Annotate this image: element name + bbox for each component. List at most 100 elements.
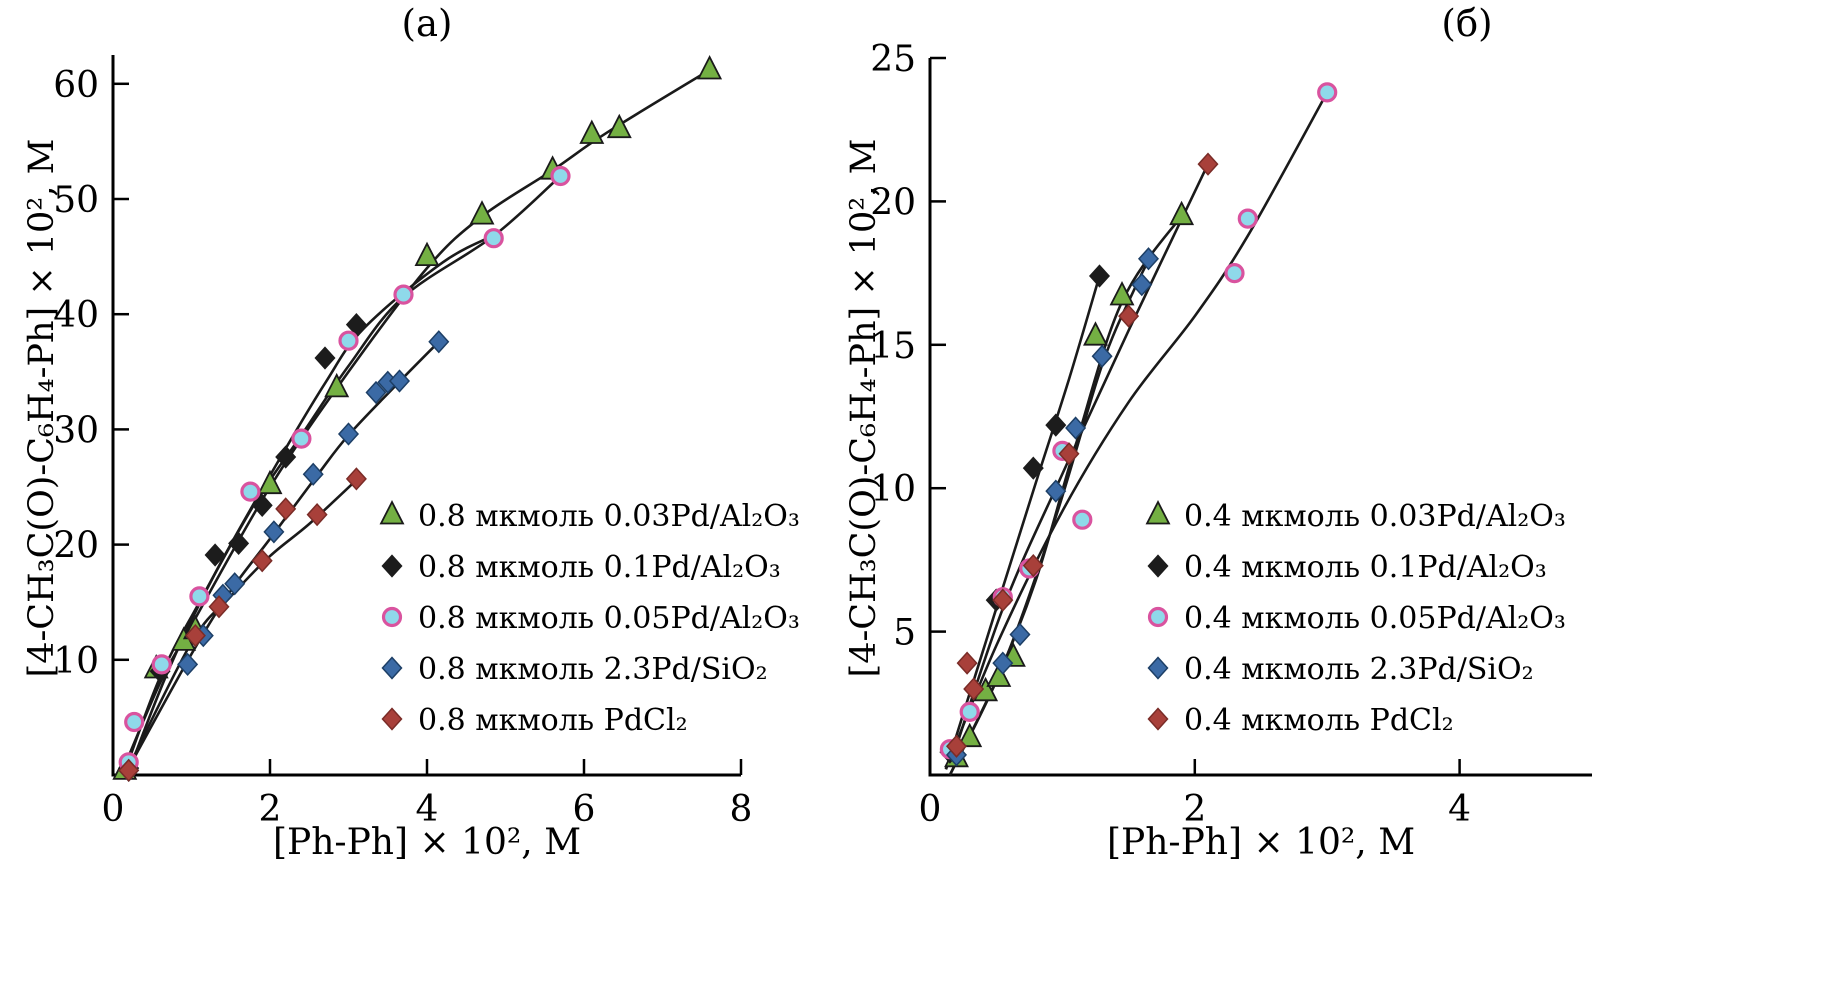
data-point-marker: [606, 113, 632, 139]
data-point-marker: [1197, 152, 1219, 176]
data-point-marker: [337, 422, 360, 446]
y-tick-label: 30: [53, 410, 99, 451]
data-point-marker: [1072, 509, 1093, 530]
legend-label: 0.8 мкмоль 0.03Pd/Al₂O₃: [418, 499, 800, 534]
data-point-marker: [1088, 264, 1111, 288]
data-point-marker: [959, 701, 980, 723]
data-point-marker: [697, 55, 723, 80]
data-point-marker: [945, 734, 968, 758]
chart-panel-a: (а) [4-CH₃C(O)-C₆H₄-Ph] × 10², М 0 2 4 6 8 10…: [0, 0, 840, 998]
x-tick-label: 0: [102, 789, 125, 830]
legend-label: 0.4 мкмоль 2.3Pd/SiO₂: [1184, 652, 1534, 687]
data-point-marker: [388, 369, 411, 393]
data-point-marker: [992, 651, 1014, 675]
fit-curve: [944, 275, 1101, 770]
data-point-marker: [1083, 321, 1108, 346]
legend-label: 0.8 мкмоль 0.05Pd/Al₂O₃: [418, 601, 800, 636]
y-tick-label: 15: [870, 326, 916, 367]
panel-a-x-axis-label: [Ph-Ph] × 10², М: [272, 822, 582, 863]
data-point-marker: [1058, 442, 1080, 466]
data-point-marker: [1137, 247, 1160, 271]
panel-a-plot-canvas: 0 2 4 6 8 10 20 30 40 50 60 0.8 мкмоль 0.03Pd/Al₂O₃…: [53, 55, 800, 830]
data-point-marker: [1169, 200, 1195, 226]
panel-b-title: (б): [1441, 2, 1493, 45]
legend-label: 0.8 мкмоль 0.1Pd/Al₂O₃: [418, 550, 781, 585]
chart-panel-b: (б) [4-CH₃C(O)-C₆H₄-Ph] × 10², М 0 2 4 5 10 1…: [840, 0, 1840, 998]
y-tick-label: 60: [53, 65, 99, 106]
data-point-marker: [151, 654, 172, 675]
legend-marker-icon: [381, 554, 403, 578]
data-point-marker: [228, 531, 250, 556]
panel-b-x-axis-label: [Ph-Ph] × 10², М: [1106, 822, 1416, 863]
data-point-marker: [1009, 622, 1031, 647]
data-point-marker: [469, 200, 495, 225]
legend-item: 0.4 мкмоль 0.1Pd/Al₂O₃: [1147, 550, 1547, 585]
legend-item: 0.8 мкмоль PdCl₂: [381, 703, 688, 738]
legend-item: 0.8 мкмоль 2.3Pd/SiO₂: [381, 652, 768, 687]
data-point-marker: [302, 462, 324, 486]
legend-marker-icon: [1145, 500, 1171, 525]
x-tick-label: 4: [1448, 789, 1471, 830]
legend: 0.8 мкмоль 0.03Pd/Al₂O₃ 0.8 мкмоль 0.1Pd/…: [379, 499, 800, 738]
data-point-marker: [240, 481, 261, 502]
data-point-marker: [257, 469, 283, 495]
legend-label: 0.4 мкмоль 0.03Pd/Al₂O₃: [1184, 499, 1566, 534]
y-tick-label: 10: [870, 469, 916, 510]
y-tick-label: 20: [870, 182, 916, 223]
fit-curve: [123, 340, 440, 776]
data-point-marker: [184, 623, 206, 648]
legend-marker-icon: [379, 500, 405, 525]
x-tick-label: 8: [730, 789, 753, 830]
data-point-marker: [1118, 304, 1140, 328]
data-point-marker: [263, 520, 285, 544]
data-point-marker: [1237, 208, 1258, 229]
data-point-marker: [579, 119, 605, 144]
data-point-marker: [483, 228, 504, 249]
data-point-marker: [314, 346, 336, 370]
data-point-marker: [275, 497, 297, 521]
data-point-marker: [251, 549, 273, 573]
data-point-marker: [275, 445, 297, 469]
data-point-marker: [414, 241, 440, 267]
data-point-marker: [956, 651, 978, 675]
y-tick-label: 20: [53, 526, 99, 567]
data-point-marker: [291, 428, 312, 449]
x-tick-label: 2: [259, 789, 282, 830]
data-point-marker: [550, 165, 571, 187]
data-point-marker: [957, 722, 983, 748]
legend-item: 0.4 мкмоль 0.03Pd/Al₂O₃: [1145, 499, 1566, 534]
legend-marker-icon: [1147, 656, 1169, 680]
legend-marker-icon: [1147, 554, 1169, 578]
data-point-marker: [393, 284, 414, 305]
y-tick-label: 50: [53, 180, 99, 221]
legend-label: 0.4 мкмоль PdCl₂: [1184, 703, 1454, 738]
legend-marker-icon: [381, 707, 403, 731]
data-point-marker: [963, 677, 985, 701]
panel-a-title: (а): [401, 2, 453, 45]
data-point-marker: [1131, 272, 1153, 297]
legend-marker-icon: [1147, 606, 1169, 628]
legend-label: 0.8 мкмоль PdCl₂: [418, 703, 688, 738]
fit-curve: [944, 91, 1329, 770]
data-point-marker: [1022, 456, 1044, 480]
legend-item: 0.4 мкмоль 2.3Pd/SiO₂: [1147, 652, 1534, 687]
data-point-marker: [345, 467, 367, 491]
fit-curve: [948, 163, 1210, 767]
data-point-marker: [1045, 479, 1067, 503]
x-tick-label: 6: [573, 789, 596, 830]
data-point-marker: [324, 372, 350, 398]
legend-label: 0.4 мкмоль 0.05Pd/Al₂O₃: [1184, 601, 1566, 636]
data-point-marker: [177, 652, 199, 677]
data-point-marker: [306, 502, 328, 527]
data-point-marker: [1091, 344, 1113, 368]
y-tick-label: 5: [893, 613, 916, 654]
legend-item: 0.4 мкмоль PdCl₂: [1147, 703, 1454, 738]
data-point-marker: [992, 588, 1014, 612]
legend-marker-icon: [1147, 707, 1169, 731]
legend-item: 0.8 мкмоль 0.1Pd/Al₂O₃: [381, 550, 781, 585]
legend-label: 0.8 мкмоль 2.3Pd/SiO₂: [418, 652, 768, 687]
data-point-marker: [118, 758, 140, 783]
legend-item: 0.8 мкмоль 0.05Pd/Al₂O₃: [381, 601, 800, 636]
data-point-marker: [986, 662, 1012, 687]
